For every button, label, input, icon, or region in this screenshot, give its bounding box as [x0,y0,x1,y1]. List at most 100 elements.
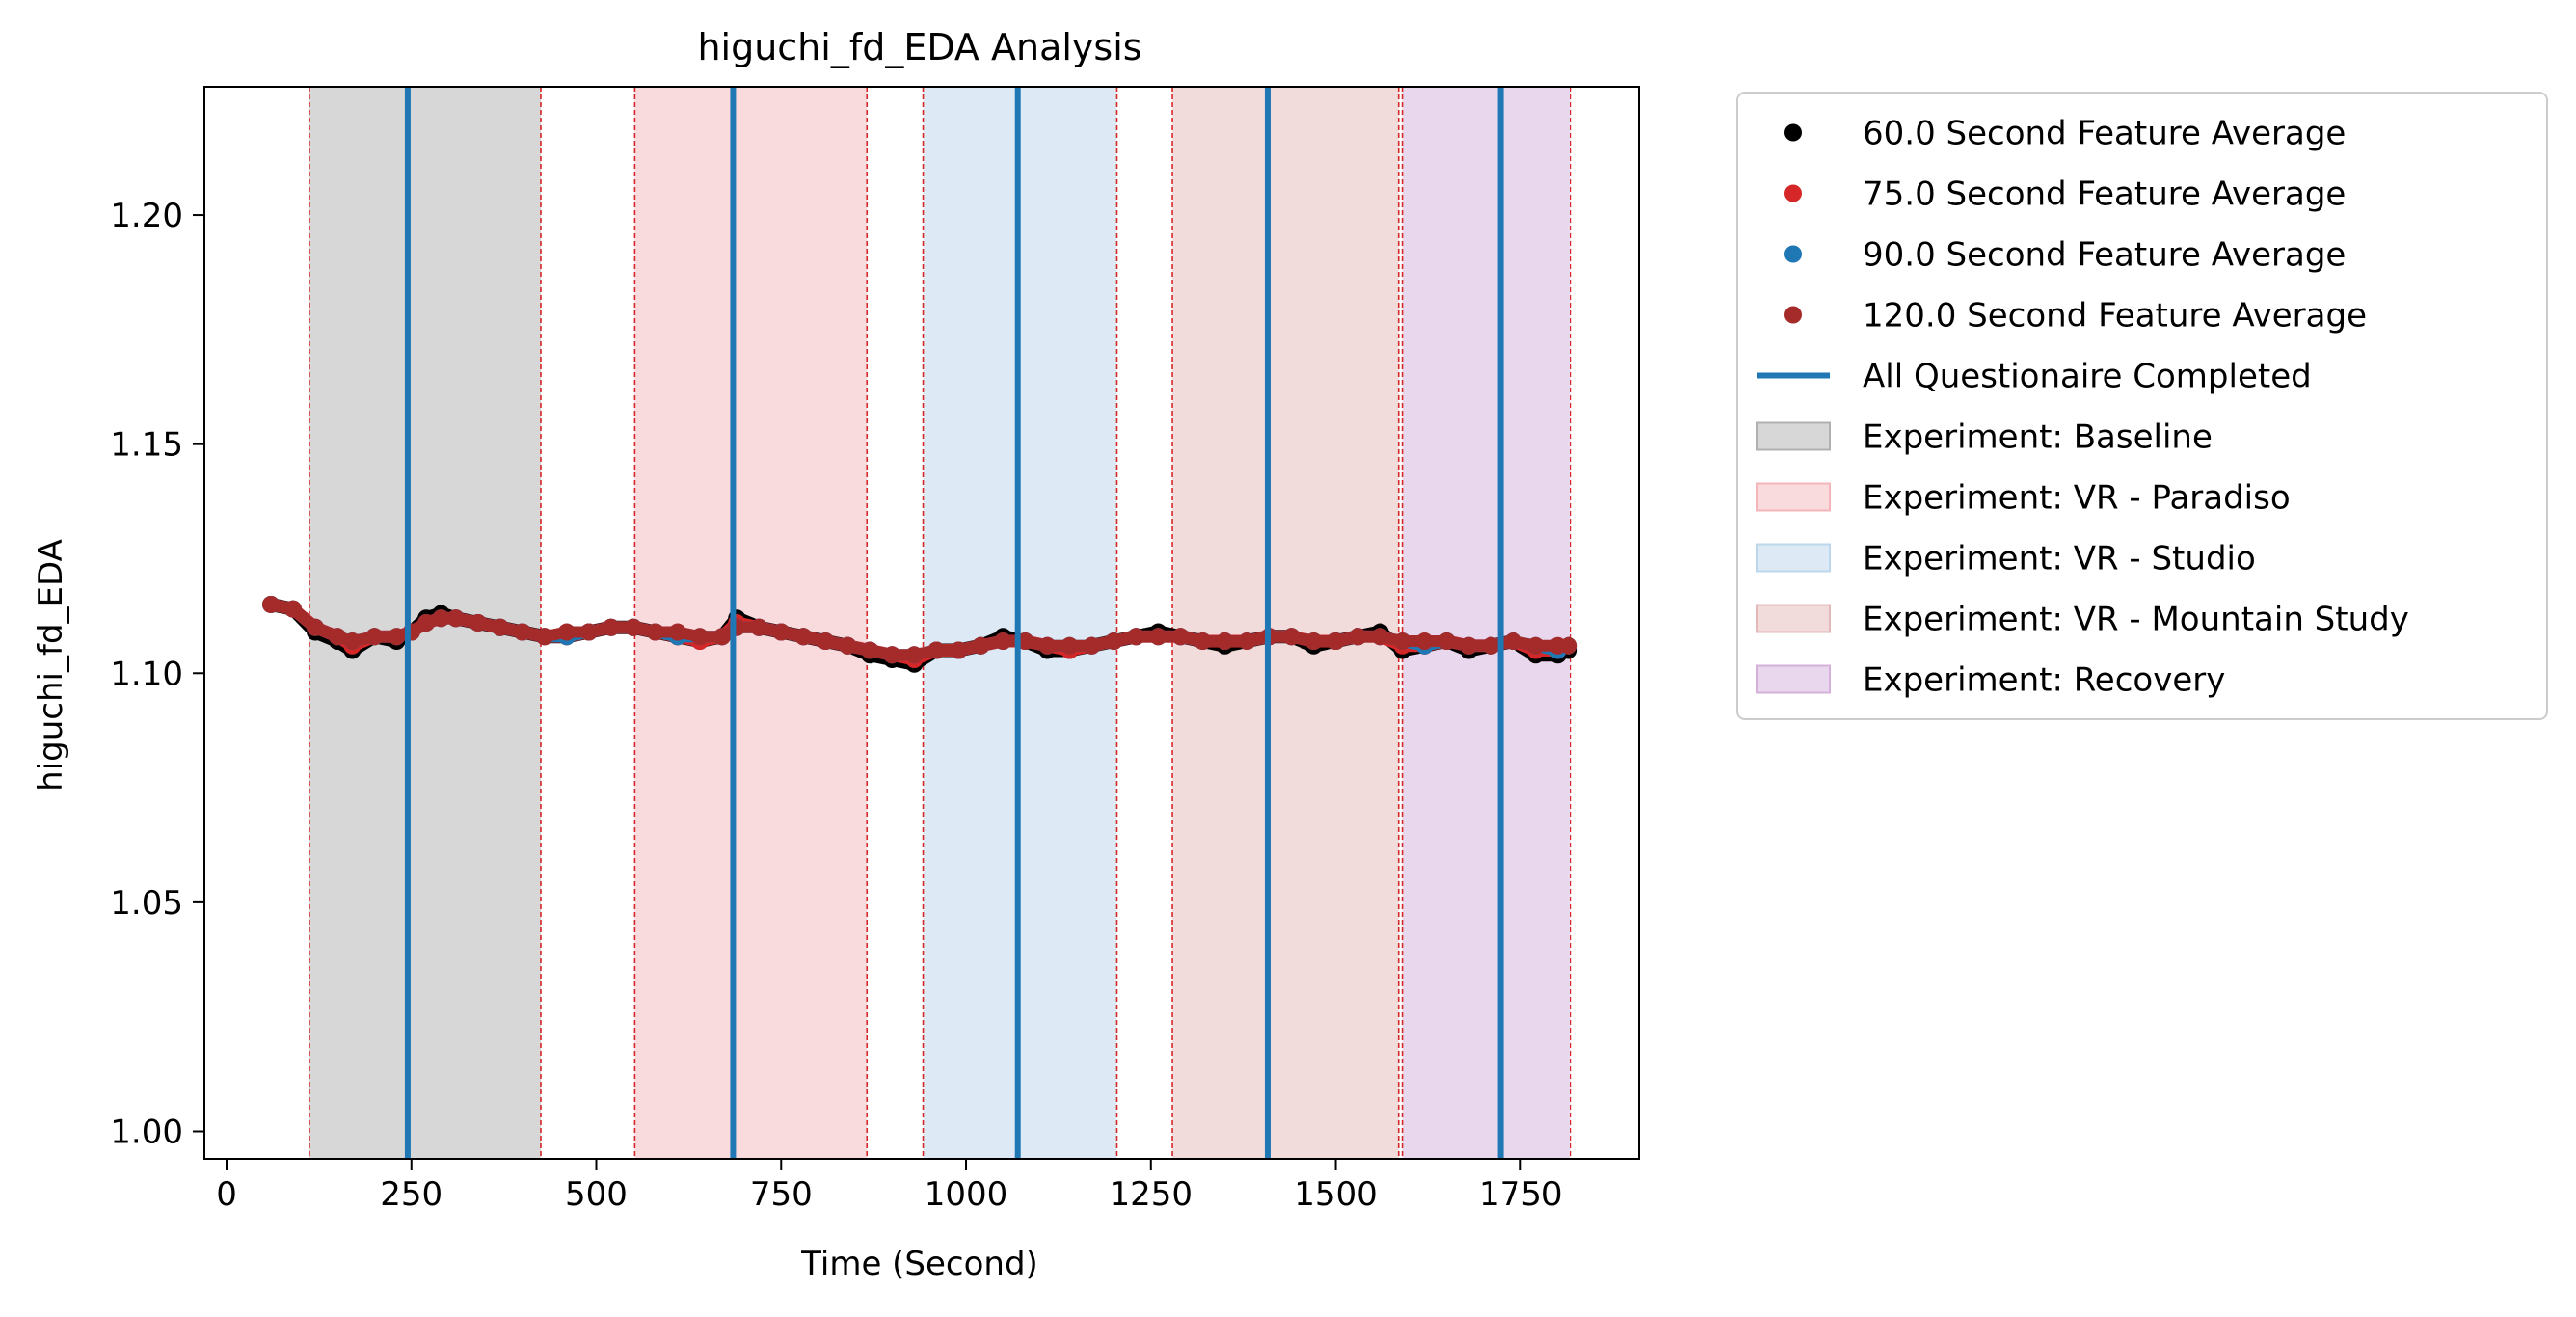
x-axis: 0 250 500 750 1000 1250 1500 1750 [216,1159,1563,1214]
legend-label-0: 60.0 Second Feature Average [1863,115,2346,153]
series-3-point-24 [750,618,768,636]
x-tick-label-7: 1750 [1479,1175,1563,1214]
series-3-point-54 [1415,632,1434,651]
series-layer [262,595,1578,673]
experiment-band-3 [1172,87,1399,1159]
x-axis-label: Time (Second) [800,1245,1038,1283]
series-3-point-43 [1171,628,1190,646]
x-tick-label-3: 750 [750,1175,813,1214]
series-3-point-58 [1504,632,1522,651]
legend-label-8: Experiment: VR - Mountain Study [1863,601,2409,639]
series-3-point-0 [262,595,281,613]
series-3-point-41 [1127,628,1145,646]
legend-label-5: Experiment: Baseline [1863,418,2213,457]
series-3-point-37 [1038,636,1057,655]
series-3-point-17 [602,618,620,636]
series-3-point-16 [579,623,598,641]
legend-patch-9 [1756,664,1831,694]
series-3-point-38 [1060,636,1079,655]
series-3-point-39 [1083,636,1101,655]
series-3-point-11 [469,614,487,632]
legend-marker-0 [1784,123,1802,142]
y-axis-label: higuchi_fd_EDA [32,539,70,792]
series-3-point-14 [535,628,553,646]
legend-label-6: Experiment: VR - Paradiso [1863,479,2291,518]
series-3-point-48 [1282,628,1301,646]
series-3-point-33 [950,641,968,659]
series-3-point-55 [1437,632,1456,651]
series-3-point-9 [432,609,450,628]
legend-label-2: 90.0 Second Feature Average [1863,236,2346,275]
series-3-point-21 [690,628,709,646]
series-3-point-26 [794,628,813,646]
series-3-point-25 [772,623,791,641]
experiment-band-4 [1402,87,1571,1159]
legend: 60.0 Second Feature Average 75.0 Second F… [1736,92,2548,720]
x-tick-label-5: 1250 [1110,1175,1194,1214]
legend-marker-3 [1784,306,1802,324]
series-3-point-40 [1105,632,1123,651]
series-3-point-18 [624,618,642,636]
x-tick-label-4: 1000 [925,1175,1008,1214]
x-tick-label-2: 500 [565,1175,628,1214]
legend-patch-8 [1756,604,1831,633]
series-3-point-49 [1304,632,1323,651]
series-3-point-36 [1016,632,1034,651]
series-3-point-22 [712,628,731,646]
series-3-point-10 [446,609,465,628]
legend-label-7: Experiment: VR - Studio [1863,540,2256,578]
y-tick-label-2: 1.10 [110,655,183,693]
series-3-point-45 [1216,632,1234,651]
series-3-point-19 [646,623,664,641]
x-tick-label-0: 0 [216,1175,237,1214]
y-tick-label-3: 1.15 [110,426,183,465]
legend-patch-7 [1756,543,1831,573]
series-3-point-56 [1460,636,1478,655]
series-3-point-1 [284,600,303,618]
series-3-point-50 [1327,632,1345,651]
series-3-point-12 [491,618,509,636]
questionnaire-lines-layer [404,87,1504,1159]
series-3-point-61 [1560,636,1578,655]
series-3-point-46 [1238,632,1256,651]
legend-marker-2 [1784,245,1802,263]
series-3-point-29 [861,641,879,659]
series-3-point-59 [1526,636,1544,655]
series-3-point-8 [417,614,436,632]
y-axis: 1.00 1.05 1.10 1.15 1.20 [110,197,204,1151]
y-tick-label-0: 1.00 [110,1113,183,1151]
series-3-point-32 [927,641,946,659]
plot-frame [203,86,1640,1160]
series-3-point-4 [343,632,362,651]
series-3-point-31 [905,646,924,664]
series-3-point-30 [883,646,901,664]
legend-label-1: 75.0 Second Feature Average [1863,175,2346,214]
series-3-point-6 [388,628,406,646]
series-3-point-3 [329,628,347,646]
series-3-point-51 [1349,628,1367,646]
legend-label-9: Experiment: Recovery [1863,661,2225,700]
series-3-point-35 [994,632,1012,651]
y-tick-label-4: 1.20 [110,197,183,235]
series-3-point-28 [839,636,857,655]
series-3-point-27 [817,632,835,651]
legend-label-4: All Questionaire Completed [1863,358,2312,396]
series-3-point-52 [1371,628,1389,646]
series-3-point-57 [1482,636,1500,655]
legend-box [1736,92,2548,720]
x-tick-label-1: 250 [380,1175,443,1214]
series-3-point-44 [1194,632,1212,651]
y-tick-label-1: 1.05 [110,884,183,923]
series-3-point-42 [1149,628,1167,646]
series-3-point-34 [972,636,990,655]
chart-title: higuchi_fd_EDA Analysis [697,26,1141,68]
legend-patch-5 [1756,421,1831,451]
series-3-point-53 [1393,632,1411,651]
series-3-point-15 [557,623,576,641]
series-3-point-2 [307,618,325,636]
x-tick-label-6: 1500 [1294,1175,1378,1214]
series-3-point-20 [668,623,686,641]
legend-label-3: 120.0 Second Feature Average [1863,297,2367,336]
